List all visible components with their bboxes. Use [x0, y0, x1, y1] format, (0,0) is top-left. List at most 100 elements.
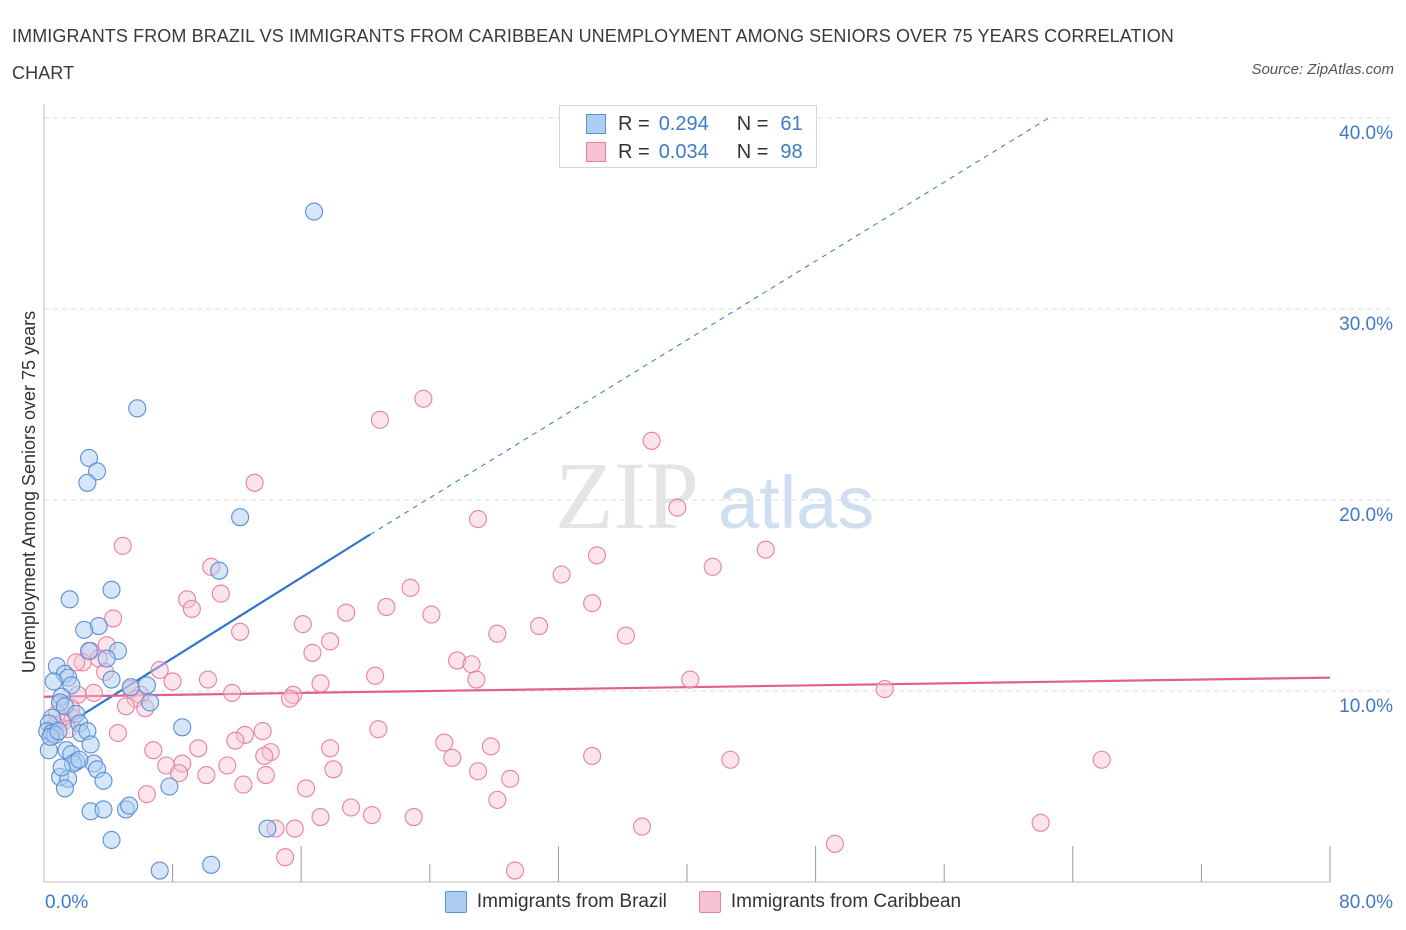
caribbean-point — [481, 737, 500, 756]
source-credit: Source: ZipAtlas.com — [1251, 61, 1394, 78]
brazil-point — [128, 399, 147, 418]
caribbean-point — [182, 599, 201, 618]
trend-lines — [43, 117, 1331, 740]
caribbean-point — [468, 762, 488, 781]
caribbean-point — [245, 473, 264, 492]
caribbean-n-value: 98 — [780, 140, 803, 163]
caribbean-point — [505, 861, 525, 880]
caribbean-point — [173, 754, 192, 773]
caribbean-point — [467, 670, 486, 689]
caribbean-point — [875, 680, 894, 699]
caribbean-legend-swatch — [698, 891, 721, 913]
brazil-point — [78, 473, 97, 492]
caribbean-point — [703, 557, 722, 576]
caribbean-r-label: R = — [618, 140, 650, 163]
brazil-point — [52, 758, 71, 777]
caribbean-point — [137, 785, 156, 804]
caribbean-point — [293, 615, 312, 634]
caribbean-point — [488, 790, 507, 809]
caribbean-point — [443, 748, 462, 767]
x-tick-label: 80.0% — [1339, 892, 1393, 913]
legend-item-brazil[interactable]: Immigrants from Brazil — [444, 888, 667, 916]
y-axis-label: Unemployment Among Seniors over 75 years — [19, 311, 39, 673]
brazil-point — [150, 861, 169, 880]
brazil-point — [81, 735, 100, 754]
caribbean-point — [370, 410, 390, 429]
caribbean-point — [468, 510, 488, 529]
caribbean-point — [401, 578, 420, 597]
caribbean-swatch — [586, 142, 606, 162]
caribbean-point — [108, 723, 127, 743]
caribbean-point — [422, 605, 441, 624]
brazil-r-label: R = — [618, 112, 650, 135]
brazil-point — [210, 561, 229, 580]
caribbean-point — [721, 750, 740, 769]
caribbean-point — [530, 617, 549, 636]
caribbean-point — [583, 594, 602, 613]
brazil-point — [202, 855, 221, 874]
caribbean-point — [435, 733, 454, 752]
caribbean-point — [1031, 813, 1050, 832]
y-tick-label: 10.0% — [1339, 696, 1393, 717]
brazil-point — [141, 693, 160, 712]
caribbean-point — [235, 725, 254, 744]
caribbean-point — [218, 756, 237, 775]
brazil-point — [94, 800, 113, 819]
caribbean-point — [253, 722, 272, 741]
tick-labels: 10.0% 20.0% 30.0% 40.0% 0.0% 80.0% — [45, 123, 1393, 913]
brazil-point — [102, 830, 121, 850]
caribbean-point — [285, 819, 304, 838]
caribbean-point — [211, 584, 230, 603]
caribbean-point — [552, 565, 571, 584]
caribbean-point — [756, 540, 775, 559]
brazil-trend-extension — [370, 117, 1049, 535]
caribbean-point — [104, 609, 123, 628]
brazil-n-value: 61 — [780, 112, 803, 135]
caribbean-point — [587, 546, 607, 565]
caribbean-point — [362, 806, 381, 825]
caribbean-point — [144, 741, 163, 760]
caribbean-point — [1092, 750, 1111, 769]
caribbean-point — [197, 765, 216, 785]
caribbean-n-label: N = — [736, 140, 769, 163]
brazil-point — [49, 722, 68, 741]
caribbean-point — [234, 775, 253, 794]
caribbean-point — [488, 624, 507, 643]
brazil-r-value: 0.294 — [658, 112, 709, 135]
caribbean-point — [668, 498, 687, 517]
y-tick-label: 30.0% — [1339, 314, 1393, 335]
legend-row-caribbean: R = 0.034 N = 98 — [586, 138, 803, 166]
brazil-point — [70, 750, 89, 769]
caribbean-point — [226, 731, 245, 750]
caribbean-point — [321, 632, 340, 651]
legend-row-brazil: R = 0.294 N = 61 — [586, 110, 803, 138]
x-tick-label: 0.0% — [45, 892, 88, 913]
caribbean-point — [311, 808, 330, 827]
chart-title: IMMIGRANTS FROM BRAZIL VS IMMIGRANTS FRO… — [12, 26, 1174, 83]
brazil-trend-line — [43, 533, 371, 740]
caribbean-point — [369, 720, 388, 739]
brazil-point — [305, 202, 324, 221]
brazil-point — [258, 819, 277, 838]
caribbean-point — [377, 597, 396, 617]
brazil-point — [60, 590, 79, 609]
brazil-point — [102, 670, 121, 689]
caribbean-point — [163, 672, 182, 691]
caribbean-r-value: 0.034 — [658, 140, 709, 163]
legend-item-caribbean[interactable]: Immigrants from Caribbean — [698, 888, 961, 916]
caribbean-point — [324, 760, 343, 779]
caribbean-point — [198, 670, 218, 689]
caribbean-point — [189, 739, 208, 758]
caribbean-point — [280, 689, 299, 708]
series-legend: Immigrants from Brazil Immigrants from C… — [0, 888, 1406, 916]
caribbean-point — [67, 653, 86, 672]
brazil-swatch — [586, 114, 606, 134]
brazil-legend-label: Immigrants from Brazil — [476, 891, 667, 912]
gridlines — [44, 117, 1392, 692]
caribbean-point — [113, 536, 132, 555]
caribbean-point — [632, 817, 652, 836]
caribbean-point — [414, 389, 433, 408]
caribbean-point — [501, 769, 520, 788]
caribbean-point — [84, 683, 103, 702]
caribbean-point — [616, 626, 635, 645]
